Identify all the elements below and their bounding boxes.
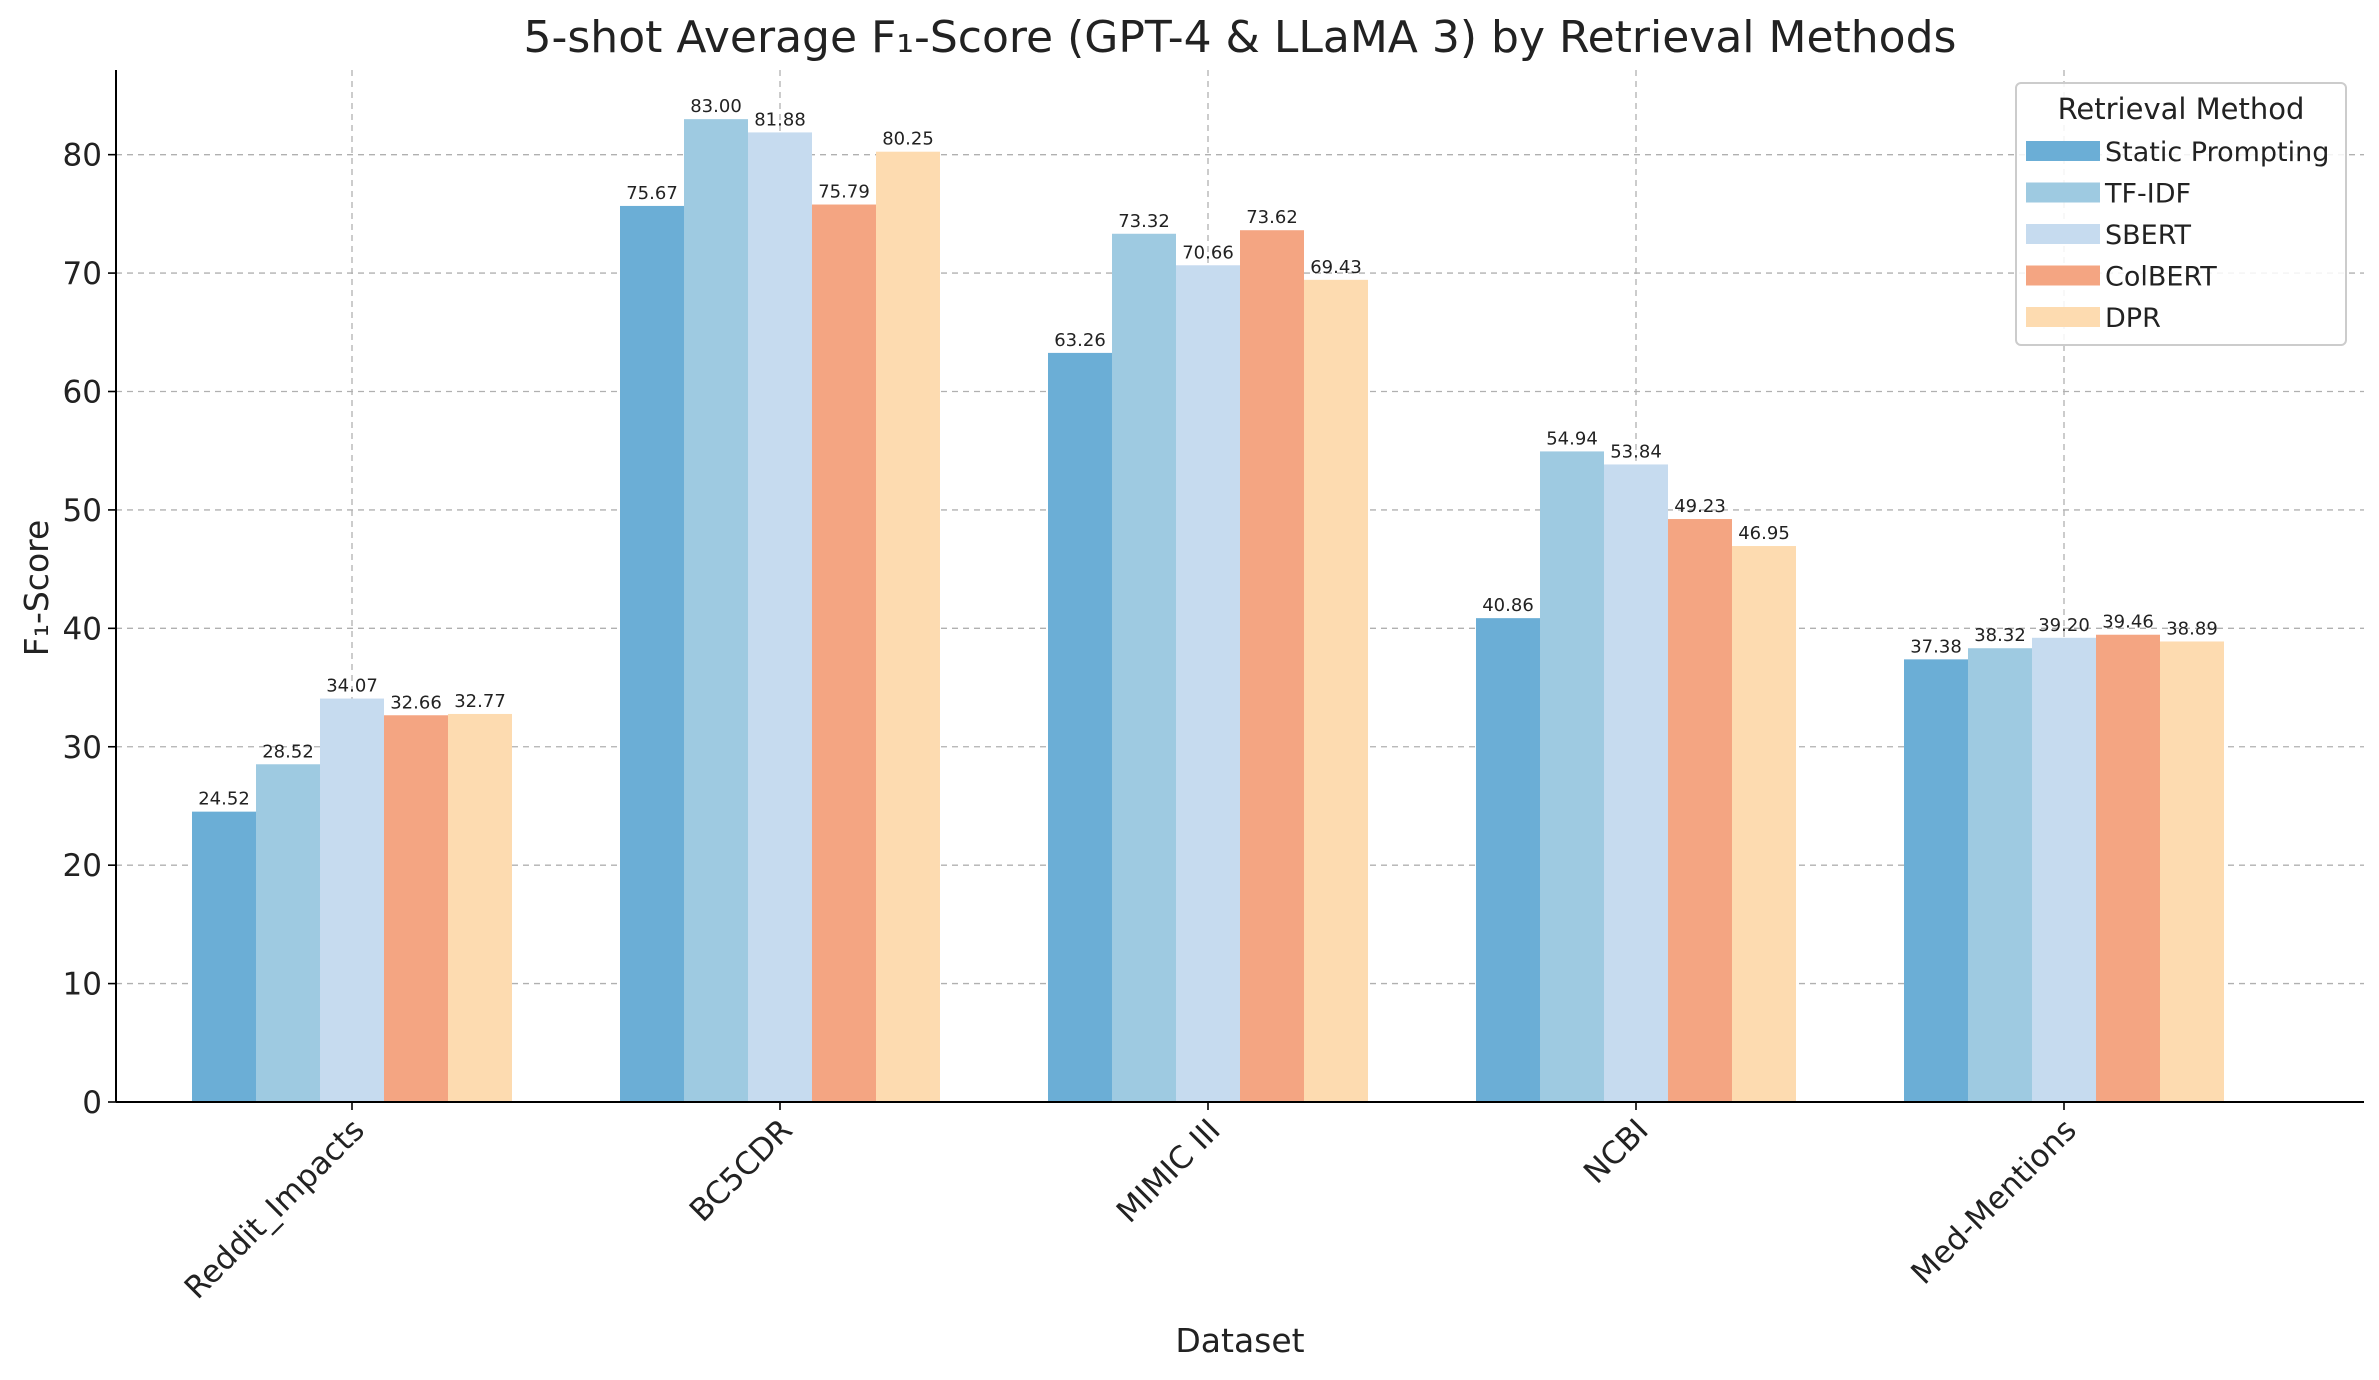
y-tick-label: 40: [63, 611, 102, 647]
axes: [115, 70, 2364, 1103]
data-label: 83.00: [690, 96, 742, 117]
bar-colbert: [812, 204, 876, 1102]
x-tick-label: Med-Mentions: [1904, 1112, 2083, 1291]
data-label: 49.23: [1674, 496, 1726, 517]
x-tick-label: MIMIC III: [1110, 1112, 1228, 1230]
bar-colbert: [1240, 230, 1304, 1103]
data-label: 34.07: [326, 676, 378, 697]
bar-static-prompting: [620, 205, 684, 1103]
data-label: 46.95: [1738, 523, 1790, 544]
bar-sbert: [2032, 637, 2096, 1102]
bar-sbert: [748, 132, 812, 1102]
data-label: 32.66: [390, 692, 442, 713]
data-label: 54.94: [1546, 428, 1598, 449]
legend-title: Retrieval Method: [2058, 92, 2305, 126]
bar-colbert: [1668, 519, 1732, 1102]
legend-label-static-prompting: Static Prompting: [2105, 137, 2329, 168]
y-ticks: 0 10 20 30 40 50 60 70 80: [63, 138, 116, 1121]
y-tick-label: 30: [63, 730, 102, 766]
bars: [192, 119, 2224, 1103]
data-label: 38.32: [1974, 625, 2026, 646]
data-label: 81.88: [754, 109, 806, 130]
data-label: 80.25: [882, 129, 934, 150]
x-tick-label: Reddit_Impacts: [178, 1112, 372, 1306]
legend-label-tf-idf: TF-IDF: [2104, 179, 2191, 210]
x-tick-label: NCBI: [1577, 1112, 1656, 1191]
legend-label-sbert: SBERT: [2105, 220, 2192, 251]
data-labels: 24.52 75.67 63.26 40.86 37.38 28.52 83.00 73.32…: [198, 96, 2218, 809]
data-label: 39.46: [2102, 612, 2154, 633]
bar-sbert: [1604, 464, 1668, 1102]
data-label: 37.38: [1910, 636, 1962, 657]
legend-items: Static Prompting TF-IDF SBERT ColBERT DPR: [2026, 137, 2329, 334]
y-tick-label: 20: [63, 848, 102, 884]
bar-tf-idf: [1968, 648, 2032, 1102]
y-tick-label: 70: [63, 256, 102, 292]
bar-sbert: [1176, 265, 1240, 1102]
y-tick-label: 50: [63, 493, 102, 529]
data-label: 38.89: [2166, 618, 2218, 639]
chart-title: 5-shot Average F₁-Score (GPT-4 & LLaMA 3…: [524, 12, 1957, 63]
bar-tf-idf: [684, 119, 748, 1102]
bar-tf-idf: [1540, 451, 1604, 1102]
legend: Retrieval Method Static PromptingTF-IDFS…: [2015, 82, 2347, 346]
legend-swatch-tf-idf: [2026, 182, 2100, 203]
data-label: 39.20: [2038, 615, 2090, 636]
y-tick-label: 10: [63, 967, 102, 1003]
y-tick-label: 60: [63, 375, 102, 411]
bar-colbert: [384, 715, 448, 1102]
bar-static-prompting: [1476, 618, 1540, 1102]
data-label: 63.26: [1054, 330, 1106, 351]
data-label: 24.52: [198, 789, 250, 810]
x-ticks: Reddit_Impacts BC5CDR MIMIC III NCBI Med-Men…: [178, 1102, 2084, 1306]
legend-label-colbert: ColBERT: [2105, 262, 2217, 293]
bar-tf-idf: [256, 764, 320, 1102]
x-axis-title: Dataset: [1175, 1321, 1304, 1360]
data-label: 75.67: [626, 183, 678, 204]
bar-static-prompting: [1904, 659, 1968, 1102]
data-label: 75.79: [818, 182, 870, 203]
bar-static-prompting: [1048, 352, 1112, 1102]
legend-swatch-sbert: [2026, 224, 2100, 244]
bar-dpr: [1732, 546, 1796, 1102]
y-tick-label: 0: [82, 1085, 102, 1121]
bar-dpr: [448, 713, 512, 1102]
data-label: 69.43: [1310, 257, 1362, 278]
data-label: 73.62: [1246, 207, 1298, 228]
bar-tf-idf: [1112, 233, 1176, 1103]
bar-sbert: [320, 698, 384, 1102]
legend-label-dpr: DPR: [2105, 303, 2161, 334]
legend-swatch-dpr: [2026, 307, 2100, 327]
data-label: 40.86: [1482, 595, 1534, 616]
data-label: 73.32: [1118, 211, 1170, 232]
bar-dpr: [1304, 279, 1368, 1102]
legend-swatch-static-prompting: [2026, 141, 2100, 161]
bar-colbert: [2096, 634, 2160, 1102]
bar-static-prompting: [192, 811, 256, 1102]
y-axis-title: F₁-Score: [17, 520, 56, 657]
x-tick-label: BC5CDR: [683, 1112, 800, 1229]
data-label: 28.52: [262, 741, 314, 762]
data-label: 32.77: [454, 691, 506, 712]
bar-dpr: [876, 151, 940, 1102]
y-tick-label: 80: [63, 138, 102, 174]
bar-dpr: [2160, 641, 2224, 1102]
data-label: 70.66: [1182, 242, 1234, 263]
legend-swatch-colbert: [2026, 265, 2100, 286]
data-label: 53.84: [1610, 441, 1662, 462]
